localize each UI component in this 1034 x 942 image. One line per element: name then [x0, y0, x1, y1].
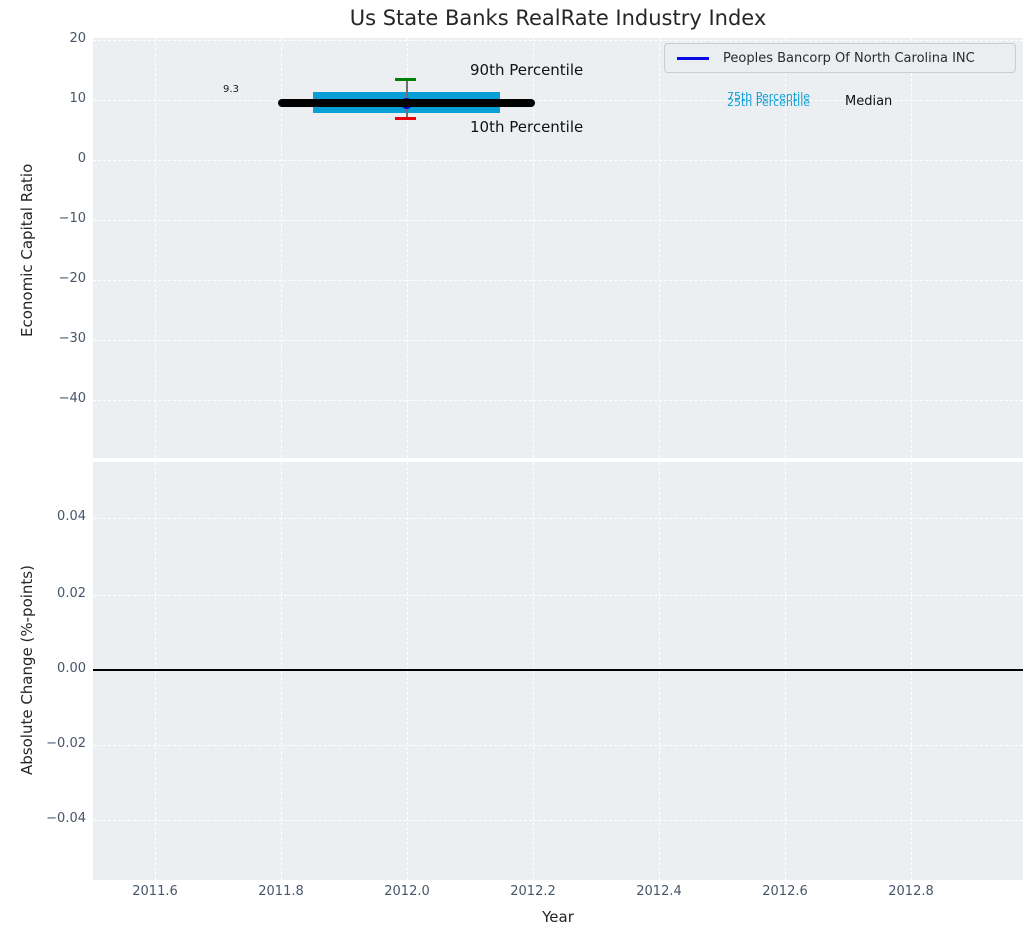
gridline: [93, 595, 1023, 596]
y-tick: 0.04: [57, 509, 86, 524]
y-tick: 0.00: [57, 661, 86, 676]
gridline: [155, 38, 156, 458]
p25-annotation: 25th Percentile: [727, 96, 811, 109]
gridline: [93, 40, 1023, 41]
gridline: [785, 38, 786, 458]
chart-title: Us State Banks RealRate Industry Index: [349, 6, 767, 30]
x-tick: 2011.6: [132, 884, 178, 899]
gridline: [911, 462, 912, 880]
gridline: [93, 220, 1023, 221]
median-annotation: Median: [845, 94, 893, 109]
x-tick: 2012.4: [636, 884, 682, 899]
bottom-y-axis-label: Absolute Change (%-points): [18, 565, 36, 775]
gridline: [93, 400, 1023, 401]
y-tick: −20: [58, 271, 86, 286]
gridline: [93, 518, 1023, 519]
p10-annotation: 10th Percentile: [470, 118, 584, 136]
gridline: [93, 160, 1023, 161]
value-annotation: 9.3: [223, 84, 239, 95]
gridline: [533, 462, 534, 880]
y-tick: 20: [69, 31, 86, 46]
zero-reference-line: [93, 669, 1023, 671]
x-axis-label: Year: [542, 908, 574, 926]
gridline: [93, 100, 1023, 101]
y-tick: 10: [69, 91, 86, 106]
y-tick: 0: [77, 151, 86, 166]
x-tick: 2012.0: [384, 884, 430, 899]
x-tick: 2012.8: [888, 884, 934, 899]
bottom-plot-area: [93, 462, 1023, 880]
gridline: [93, 340, 1023, 341]
y-tick: −10: [58, 211, 86, 226]
gridline: [93, 280, 1023, 281]
legend-label: Peoples Bancorp Of North Carolina INC: [723, 50, 975, 66]
gridline: [281, 462, 282, 880]
legend: Peoples Bancorp Of North Carolina INC: [664, 43, 1016, 73]
gridline: [659, 38, 660, 458]
top-y-axis-label: Economic Capital Ratio: [18, 163, 36, 337]
gridline: [911, 38, 912, 458]
y-tick: 0.02: [57, 586, 86, 601]
y-tick: −40: [58, 391, 86, 406]
y-tick: −0.02: [46, 736, 86, 751]
gridline: [785, 462, 786, 880]
x-tick: 2012.6: [762, 884, 808, 899]
gridline: [407, 38, 408, 458]
gridline: [281, 38, 282, 458]
p75-annotation: 75th Percentile: [727, 90, 811, 103]
median-bar: [278, 99, 535, 107]
p90-annotation: 90th Percentile: [470, 61, 584, 79]
legend-line-icon: [677, 56, 709, 60]
gridline: [407, 462, 408, 880]
gridline: [659, 462, 660, 880]
p90-cap: [395, 78, 416, 81]
gridline: [155, 462, 156, 880]
p10-cap: [395, 117, 416, 120]
x-tick: 2012.2: [510, 884, 556, 899]
gridline: [533, 38, 534, 458]
top-plot-area: 9.3 90th Percentile 10th Percentile 75th…: [93, 38, 1023, 458]
x-tick: 2011.8: [258, 884, 304, 899]
y-tick: −0.04: [46, 811, 86, 826]
gridline: [93, 745, 1023, 746]
y-tick: −30: [58, 331, 86, 346]
gridline: [93, 820, 1023, 821]
